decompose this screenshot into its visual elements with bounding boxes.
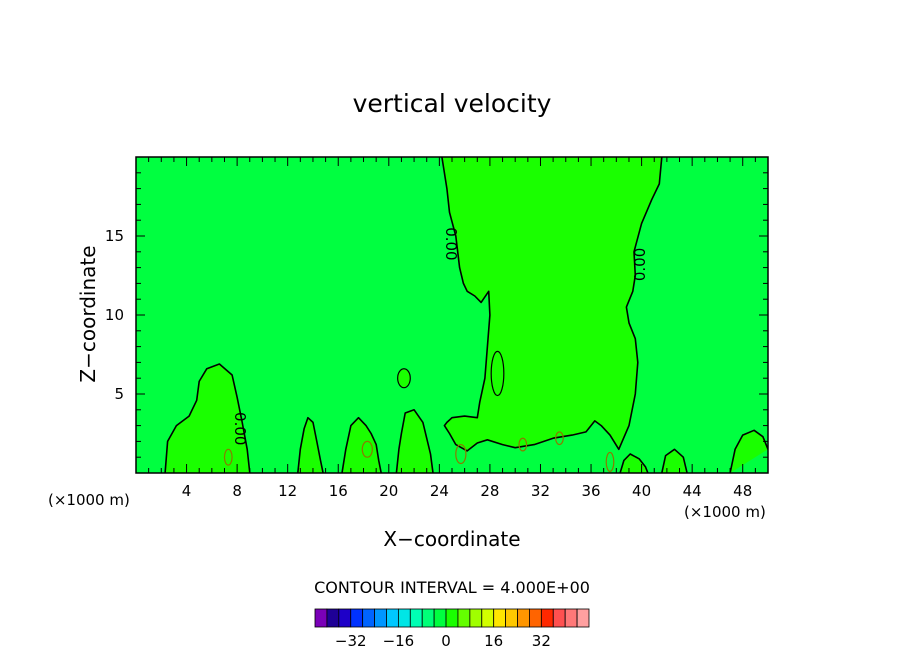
contour-line-updraft-column bbox=[441, 157, 663, 452]
contour-line-cell-48 bbox=[729, 429, 768, 473]
colorbar-swatch bbox=[397, 608, 411, 628]
colorbar-swatch bbox=[350, 608, 364, 628]
colorbar-swatch bbox=[493, 608, 507, 628]
colorbar-swatch bbox=[409, 608, 423, 628]
x-tick-label: 32 bbox=[531, 482, 550, 500]
x-tick-label: 8 bbox=[232, 482, 242, 500]
colorbar-swatch bbox=[564, 608, 578, 628]
x-tick-label: 12 bbox=[278, 482, 297, 500]
contour-blob-37 bbox=[605, 451, 615, 473]
contour-interval-label: CONTOUR INTERVAL = 4.000E+00 bbox=[314, 578, 590, 597]
x-tick-label: 20 bbox=[379, 482, 398, 500]
positive-region-cell-40-low bbox=[620, 454, 648, 473]
colorbar-swatch bbox=[529, 608, 542, 628]
plot-area: 0.00 0.00 0.00 bbox=[135, 156, 769, 474]
colorbar-swatch bbox=[433, 608, 447, 628]
colorbar-swatch bbox=[552, 608, 566, 628]
contour-line-cell-21 bbox=[395, 409, 434, 473]
x-units-right-label: (×1000 m) bbox=[684, 503, 766, 521]
colorbar-swatch bbox=[505, 608, 518, 628]
y-tick-labels: 5 10 15 bbox=[105, 172, 768, 458]
colorbar-tick-label: 16 bbox=[484, 632, 503, 650]
colorbar-swatch bbox=[314, 608, 328, 628]
x-tick-label: 28 bbox=[480, 482, 499, 500]
colorbar-swatch bbox=[517, 608, 530, 628]
positive-region-cell-21 bbox=[396, 409, 433, 473]
colorbar-swatch bbox=[386, 608, 399, 628]
contour-blob-26 bbox=[455, 443, 467, 465]
contour-blob-33 bbox=[555, 431, 564, 446]
colorbar-swatch bbox=[326, 608, 340, 628]
contour-line-cell-17 bbox=[341, 416, 382, 473]
colorbar-swatch bbox=[362, 608, 375, 628]
contour-blob-31 bbox=[518, 437, 528, 452]
x-units-left-label: (×1000 m) bbox=[48, 491, 130, 509]
contour-line-cell-13 bbox=[297, 416, 324, 473]
x-tick-label: 44 bbox=[683, 482, 702, 500]
contour-value-label: 0.00 bbox=[442, 227, 460, 260]
colorbar-tick-label: −32 bbox=[335, 632, 367, 650]
y-tick-label: 15 bbox=[105, 227, 124, 245]
x-tick-label: 36 bbox=[581, 482, 600, 500]
x-axis-label: X−coordinate bbox=[383, 527, 520, 551]
contour-blob-7 bbox=[223, 448, 233, 466]
x-tick-labels: 4 8 12 16 20 24 28 32 36 40 44 48 bbox=[148, 157, 756, 500]
x-tick-label: 48 bbox=[733, 482, 752, 500]
colorbar: −32 −16 0 16 32 bbox=[314, 608, 590, 650]
positive-region-cell-17 bbox=[342, 417, 382, 473]
colorbar-swatch bbox=[540, 608, 554, 628]
contour-blob-28 bbox=[490, 350, 505, 397]
contour-line-cell-40-low bbox=[619, 453, 649, 473]
positive-region-left-bump bbox=[165, 364, 250, 473]
colorbar-swatch bbox=[421, 608, 435, 628]
contour-blob-21 bbox=[397, 368, 411, 389]
x-tick-label: 4 bbox=[182, 482, 192, 500]
colorbar-swatch bbox=[576, 608, 590, 628]
colorbar-swatch bbox=[469, 608, 483, 628]
x-tick-label: 16 bbox=[329, 482, 348, 500]
colorbar-swatch bbox=[338, 608, 352, 628]
chart-title: vertical velocity bbox=[353, 89, 552, 118]
colorbar-tick-label: 0 bbox=[441, 632, 451, 650]
colorbar-swatch bbox=[445, 608, 459, 628]
x-tick-label: 40 bbox=[632, 482, 651, 500]
colorbar-swatch bbox=[374, 608, 387, 628]
x-tick-label: 24 bbox=[430, 482, 449, 500]
colorbar-tick-label: 32 bbox=[532, 632, 551, 650]
y-axis-label: Z−coordinate bbox=[76, 245, 100, 382]
contour-line-left-bump bbox=[164, 363, 251, 473]
y-tick-label: 10 bbox=[105, 306, 124, 324]
colorbar-swatch bbox=[457, 608, 471, 628]
y-tick-label: 5 bbox=[114, 385, 124, 403]
contour-line-cell-43 bbox=[661, 448, 688, 473]
contour-value-label: 0.00 bbox=[231, 412, 249, 445]
contour-blob-19 bbox=[361, 440, 373, 458]
colorbar-tick-label: −16 bbox=[383, 632, 415, 650]
contour-value-label: 0.00 bbox=[631, 248, 649, 281]
colorbar-swatch bbox=[481, 608, 495, 628]
